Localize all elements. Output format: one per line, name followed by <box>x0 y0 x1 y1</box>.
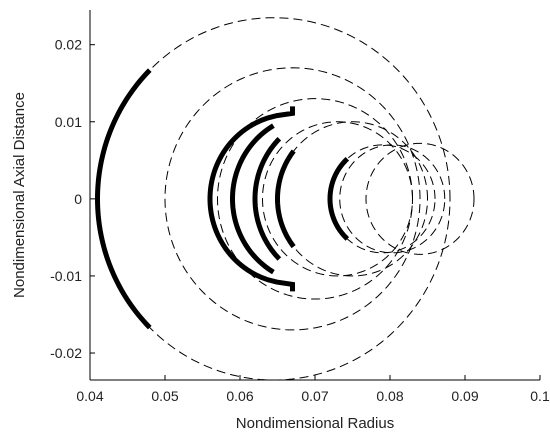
solid-arc-series <box>207 106 295 292</box>
solid-arc-series <box>94 68 152 330</box>
plot-area <box>94 17 475 381</box>
x-tick-label: 0.07 <box>301 388 328 404</box>
y-tick-label: 0 <box>74 191 82 207</box>
solid-arc-series <box>274 149 296 249</box>
x-tick-label: 0.04 <box>76 388 103 404</box>
dashed-arc-series <box>216 98 414 300</box>
x-tick-label: 0.06 <box>226 388 253 404</box>
dashed-arc-series <box>164 67 421 331</box>
solid-arc-series <box>252 136 282 261</box>
dashed-arc-series <box>329 144 436 254</box>
x-tick-label: 0.05 <box>151 388 178 404</box>
solid-arc-series <box>229 123 275 275</box>
ticks: 0.04 0.05 0.06 0.07 0.08 0.09 0.1 0.02 0.01 0 -0.0… <box>50 37 550 404</box>
y-tick-label: -0.02 <box>50 345 82 361</box>
x-tick-label: 0.09 <box>451 388 478 404</box>
solid-arc-series <box>327 156 350 241</box>
y-tick-label: 0.01 <box>55 114 82 130</box>
x-tick-label: 0.08 <box>376 388 403 404</box>
y-axis-label: Nondimensional Axial Distance <box>11 92 28 298</box>
x-tick-label: 0.1 <box>530 388 550 404</box>
dashed-arc-series <box>261 121 414 277</box>
y-tick-label: -0.01 <box>50 268 82 284</box>
dashed-arc-series <box>339 144 446 254</box>
x-axis-label: Nondimensional Radius <box>236 415 394 432</box>
dashed-arc-series <box>365 142 475 255</box>
y-tick-label: 0.02 <box>55 37 82 53</box>
